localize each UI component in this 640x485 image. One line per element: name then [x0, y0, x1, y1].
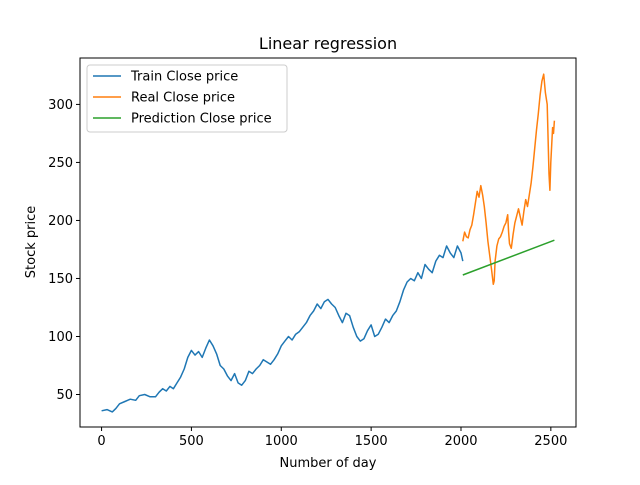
y-tick-label: 100 — [48, 330, 73, 345]
series-line-2 — [462, 73, 556, 286]
x-tick-label: 1500 — [355, 434, 388, 449]
legend-label-3: Prediction Close price — [131, 112, 272, 127]
series-layer — [101, 73, 556, 413]
x-tick-label: 0 — [97, 434, 105, 449]
y-axis-label: Stock price — [24, 206, 39, 278]
y-tick-label: 250 — [48, 156, 73, 171]
legend-label-2: Real Close price — [131, 91, 235, 106]
y-tick-label: 200 — [48, 214, 73, 229]
plot-frame — [79, 57, 577, 428]
y-tick-label: 50 — [56, 388, 73, 403]
x-tick-label: 1000 — [265, 434, 298, 449]
y-tick-label: 300 — [48, 98, 73, 113]
legend-box — [86, 64, 288, 133]
x-axis-label: Number of day — [280, 456, 377, 471]
chart-title: Linear regression — [259, 34, 397, 53]
y-axis-ticks: 50 100 150 200 250 300 — [48, 98, 80, 403]
series-line-1 — [101, 245, 464, 413]
x-tick-label: 2500 — [534, 434, 567, 449]
series-line-3 — [462, 239, 555, 276]
y-tick-label: 150 — [48, 272, 73, 287]
legend: Train Close price Real Close price Predict… — [86, 64, 288, 133]
x-tick-label: 2000 — [444, 434, 477, 449]
legend-label-1: Train Close price — [130, 70, 238, 85]
x-tick-label: 500 — [179, 434, 204, 449]
x-axis-ticks: 0 500 1000 1500 2000 2500 — [97, 427, 567, 449]
